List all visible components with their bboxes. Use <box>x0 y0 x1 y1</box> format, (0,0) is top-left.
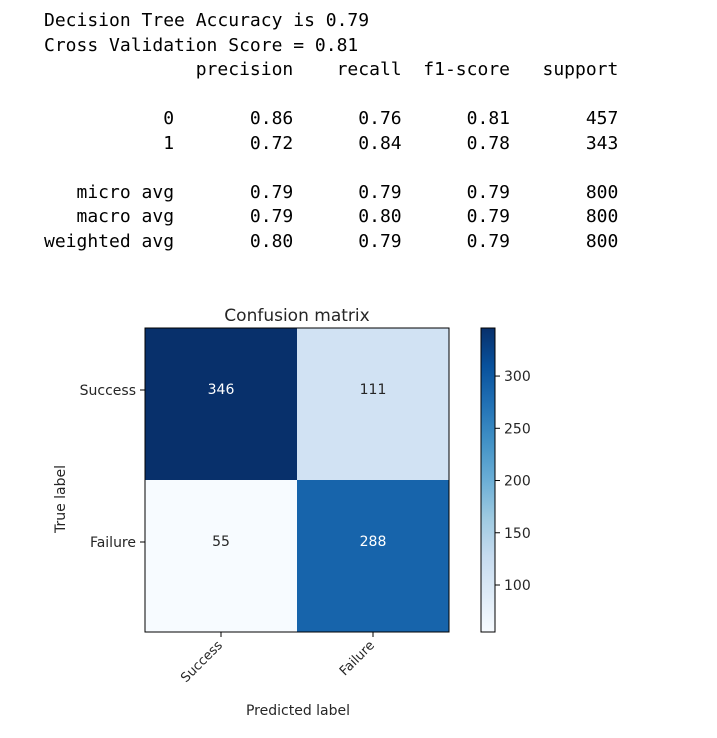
y-tick-label: Failure <box>90 535 136 551</box>
y-tick-label: Success <box>80 383 136 399</box>
colorbar-tick-label: 200 <box>504 474 531 490</box>
cell-value-label: 346 <box>208 382 235 398</box>
report-row-0: 0 0.86 0.76 0.81 457 <box>44 108 619 129</box>
heatmap-cell-labels: 346 111 55 288 <box>208 382 387 550</box>
y-axis-label: True label <box>53 465 69 534</box>
colorbar-tick-label: 300 <box>504 369 531 385</box>
plot-frame <box>144 327 450 633</box>
cell-value-label: 288 <box>360 534 387 550</box>
report-row-macro-avg: macro avg 0.79 0.80 0.79 800 <box>44 206 619 227</box>
chart-title: Confusion matrix <box>224 306 369 326</box>
confusion-matrix-chart: 346 111 55 288 Confusion matrix Success Fail… <box>53 306 531 719</box>
report-row-micro-avg: micro avg 0.79 0.79 0.79 800 <box>44 181 619 203</box>
colorbar-tick-label: 150 <box>504 526 531 542</box>
report-blank-line <box>44 156 618 181</box>
heatmap-cell <box>145 328 297 480</box>
colorbar <box>480 327 496 633</box>
report-blank-line <box>44 83 618 108</box>
accuracy-line: Decision Tree Accuracy is 0.79 <box>44 10 370 31</box>
heatmap-cells <box>145 328 449 632</box>
x-tick-label: Success <box>178 638 226 686</box>
classification-report: Decision Tree Accuracy is 0.79 Cross Vali… <box>44 9 618 254</box>
cell-value-label: 55 <box>212 534 230 550</box>
x-axis-ticks: Success Failure <box>178 632 378 686</box>
x-axis-label: Predicted label <box>246 703 350 719</box>
heatmap-cell <box>297 328 449 480</box>
x-tick-label: Failure <box>337 638 378 679</box>
colorbar-tick-label: 250 <box>504 421 531 437</box>
report-row-1: 1 0.72 0.84 0.78 343 <box>44 132 619 154</box>
cell-value-label: 111 <box>360 382 387 398</box>
heatmap-cell <box>297 480 449 632</box>
colorbar-tick-label: 100 <box>504 578 531 594</box>
cv-score-line: Cross Validation Score = 0.81 <box>44 34 359 56</box>
heatmap-cell <box>145 480 297 632</box>
report-row-weighted-avg: weighted avg 0.80 0.79 0.79 800 <box>44 230 619 252</box>
report-header-row: precision recall f1-score support <box>44 59 619 80</box>
colorbar-ticks: 100 150 200 250 300 <box>495 369 531 594</box>
y-axis-ticks: Success Failure <box>80 383 145 551</box>
